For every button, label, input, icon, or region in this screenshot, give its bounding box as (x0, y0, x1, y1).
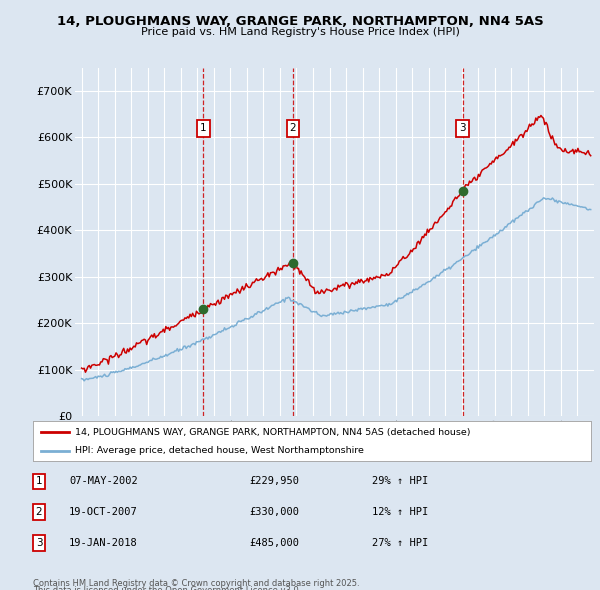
Text: 3: 3 (459, 123, 466, 133)
Text: Contains HM Land Registry data © Crown copyright and database right 2025.: Contains HM Land Registry data © Crown c… (33, 579, 359, 588)
Text: 19-JAN-2018: 19-JAN-2018 (69, 538, 138, 548)
Text: 12% ↑ HPI: 12% ↑ HPI (372, 507, 428, 517)
Text: 1: 1 (35, 477, 43, 486)
Text: £485,000: £485,000 (249, 538, 299, 548)
Text: This data is licensed under the Open Government Licence v3.0.: This data is licensed under the Open Gov… (33, 586, 301, 590)
Text: 19-OCT-2007: 19-OCT-2007 (69, 507, 138, 517)
Text: 27% ↑ HPI: 27% ↑ HPI (372, 538, 428, 548)
Text: 2: 2 (35, 507, 43, 517)
Text: HPI: Average price, detached house, West Northamptonshire: HPI: Average price, detached house, West… (75, 446, 364, 455)
Text: 29% ↑ HPI: 29% ↑ HPI (372, 477, 428, 486)
Text: 3: 3 (35, 538, 43, 548)
Text: £229,950: £229,950 (249, 477, 299, 486)
Text: 07-MAY-2002: 07-MAY-2002 (69, 477, 138, 486)
Text: Price paid vs. HM Land Registry's House Price Index (HPI): Price paid vs. HM Land Registry's House … (140, 27, 460, 37)
Text: 14, PLOUGHMANS WAY, GRANGE PARK, NORTHAMPTON, NN4 5AS: 14, PLOUGHMANS WAY, GRANGE PARK, NORTHAM… (56, 15, 544, 28)
Text: 14, PLOUGHMANS WAY, GRANGE PARK, NORTHAMPTON, NN4 5AS (detached house): 14, PLOUGHMANS WAY, GRANGE PARK, NORTHAM… (75, 428, 470, 437)
Text: 2: 2 (290, 123, 296, 133)
Text: 1: 1 (200, 123, 206, 133)
Text: £330,000: £330,000 (249, 507, 299, 517)
